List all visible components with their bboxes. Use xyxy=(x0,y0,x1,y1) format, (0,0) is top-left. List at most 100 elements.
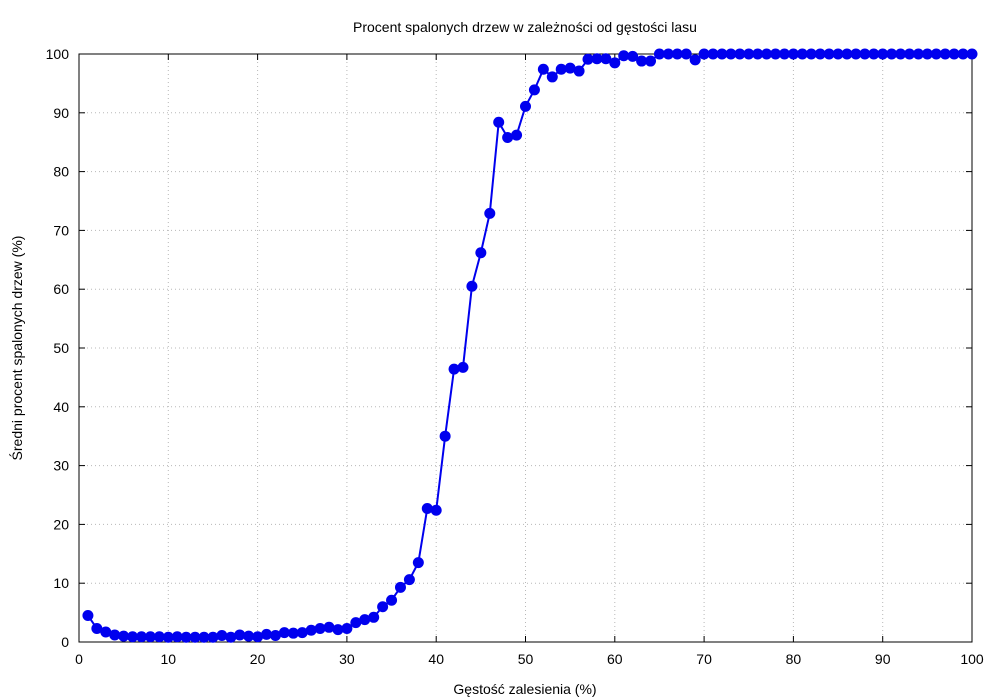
data-point xyxy=(448,363,460,375)
data-point xyxy=(350,617,362,629)
data-point xyxy=(591,53,603,65)
data-point xyxy=(787,48,799,60)
data-point xyxy=(564,62,576,74)
x-tick-label: 70 xyxy=(696,651,712,667)
x-tick-label: 80 xyxy=(786,651,802,667)
data-point xyxy=(269,630,281,642)
x-tick-label: 60 xyxy=(607,651,623,667)
data-point xyxy=(261,628,273,640)
data-point xyxy=(144,631,156,643)
data-point xyxy=(761,48,773,60)
data-point xyxy=(671,48,683,60)
data-point xyxy=(162,631,174,643)
data-point xyxy=(930,48,942,60)
y-axis-label: Średni procent spalonych drzew (%) xyxy=(8,236,25,461)
data-point xyxy=(412,557,424,569)
data-point xyxy=(216,630,228,642)
y-tick-label: 100 xyxy=(46,46,70,62)
data-point xyxy=(618,50,630,62)
data-point xyxy=(832,48,844,60)
data-point xyxy=(278,627,290,639)
data-point xyxy=(430,504,442,516)
data-point xyxy=(180,631,192,643)
data-point xyxy=(895,48,907,60)
data-point xyxy=(796,48,808,60)
y-tick-label: 30 xyxy=(53,458,69,474)
x-tick-label: 30 xyxy=(339,651,355,667)
data-point xyxy=(475,247,487,259)
y-tick-label: 90 xyxy=(53,105,69,121)
data-point xyxy=(814,48,826,60)
data-point xyxy=(225,631,237,643)
series-line xyxy=(87,53,972,639)
data-point xyxy=(627,50,639,62)
data-point xyxy=(886,48,898,60)
x-tick-label: 40 xyxy=(428,651,444,667)
data-point xyxy=(645,55,657,67)
data-point xyxy=(528,84,540,96)
data-point xyxy=(912,48,924,60)
data-point xyxy=(778,48,790,60)
y-tick-label: 80 xyxy=(53,164,69,180)
data-point xyxy=(403,574,415,586)
data-point xyxy=(582,53,594,65)
data-point xyxy=(698,48,710,60)
data-point xyxy=(555,63,567,75)
data-point xyxy=(314,622,326,634)
data-point xyxy=(296,627,308,639)
data-point xyxy=(386,594,398,606)
data-point xyxy=(466,280,478,292)
data-point xyxy=(823,48,835,60)
y-tick-labels: 0 10 20 30 40 50 60 70 80 90 100 xyxy=(46,46,70,650)
data-point xyxy=(421,503,433,515)
data-point xyxy=(439,430,451,442)
data-point xyxy=(868,48,880,60)
data-point xyxy=(689,54,701,66)
data-point xyxy=(457,361,469,373)
x-tick-label: 10 xyxy=(161,651,177,667)
data-point xyxy=(359,614,371,626)
data-point xyxy=(493,116,505,128)
data-point xyxy=(716,48,728,60)
x-tick-label: 20 xyxy=(250,651,266,667)
data-point xyxy=(394,581,406,593)
data-point xyxy=(921,48,933,60)
data-point xyxy=(243,630,255,642)
y-tick-label: 40 xyxy=(53,399,69,415)
data-point xyxy=(725,48,737,60)
y-tick-label: 60 xyxy=(53,281,69,297)
data-point xyxy=(82,610,94,622)
chart-title: Procent spalonych drzew w zależności od … xyxy=(353,19,697,35)
data-point xyxy=(368,611,380,623)
data-point xyxy=(323,621,335,633)
data-point xyxy=(680,48,692,60)
data-point xyxy=(957,48,969,60)
data-point xyxy=(939,48,951,60)
x-tick-label: 0 xyxy=(75,651,83,667)
data-point xyxy=(198,631,210,643)
data-point xyxy=(341,622,353,634)
data-point xyxy=(752,48,764,60)
data-point xyxy=(948,48,960,60)
data-point xyxy=(636,55,648,67)
data-point xyxy=(743,48,755,60)
x-tick-label: 50 xyxy=(518,651,534,667)
data-point xyxy=(136,631,148,643)
x-axis-label: Gęstość zalesienia (%) xyxy=(453,681,596,697)
data-point xyxy=(859,48,871,60)
data-point xyxy=(252,631,264,643)
data-point xyxy=(207,631,219,643)
data-point xyxy=(91,622,103,634)
data-point xyxy=(287,627,299,639)
data-point xyxy=(707,48,719,60)
data-point xyxy=(484,207,496,219)
data-point xyxy=(546,71,558,83)
data-point xyxy=(109,629,121,641)
x-tick-label: 100 xyxy=(960,651,984,667)
data-point xyxy=(377,601,389,613)
data-point xyxy=(520,100,531,112)
data-point xyxy=(805,48,817,60)
data-point xyxy=(153,631,165,643)
data-point xyxy=(877,48,889,60)
y-tick-label: 50 xyxy=(53,340,69,356)
